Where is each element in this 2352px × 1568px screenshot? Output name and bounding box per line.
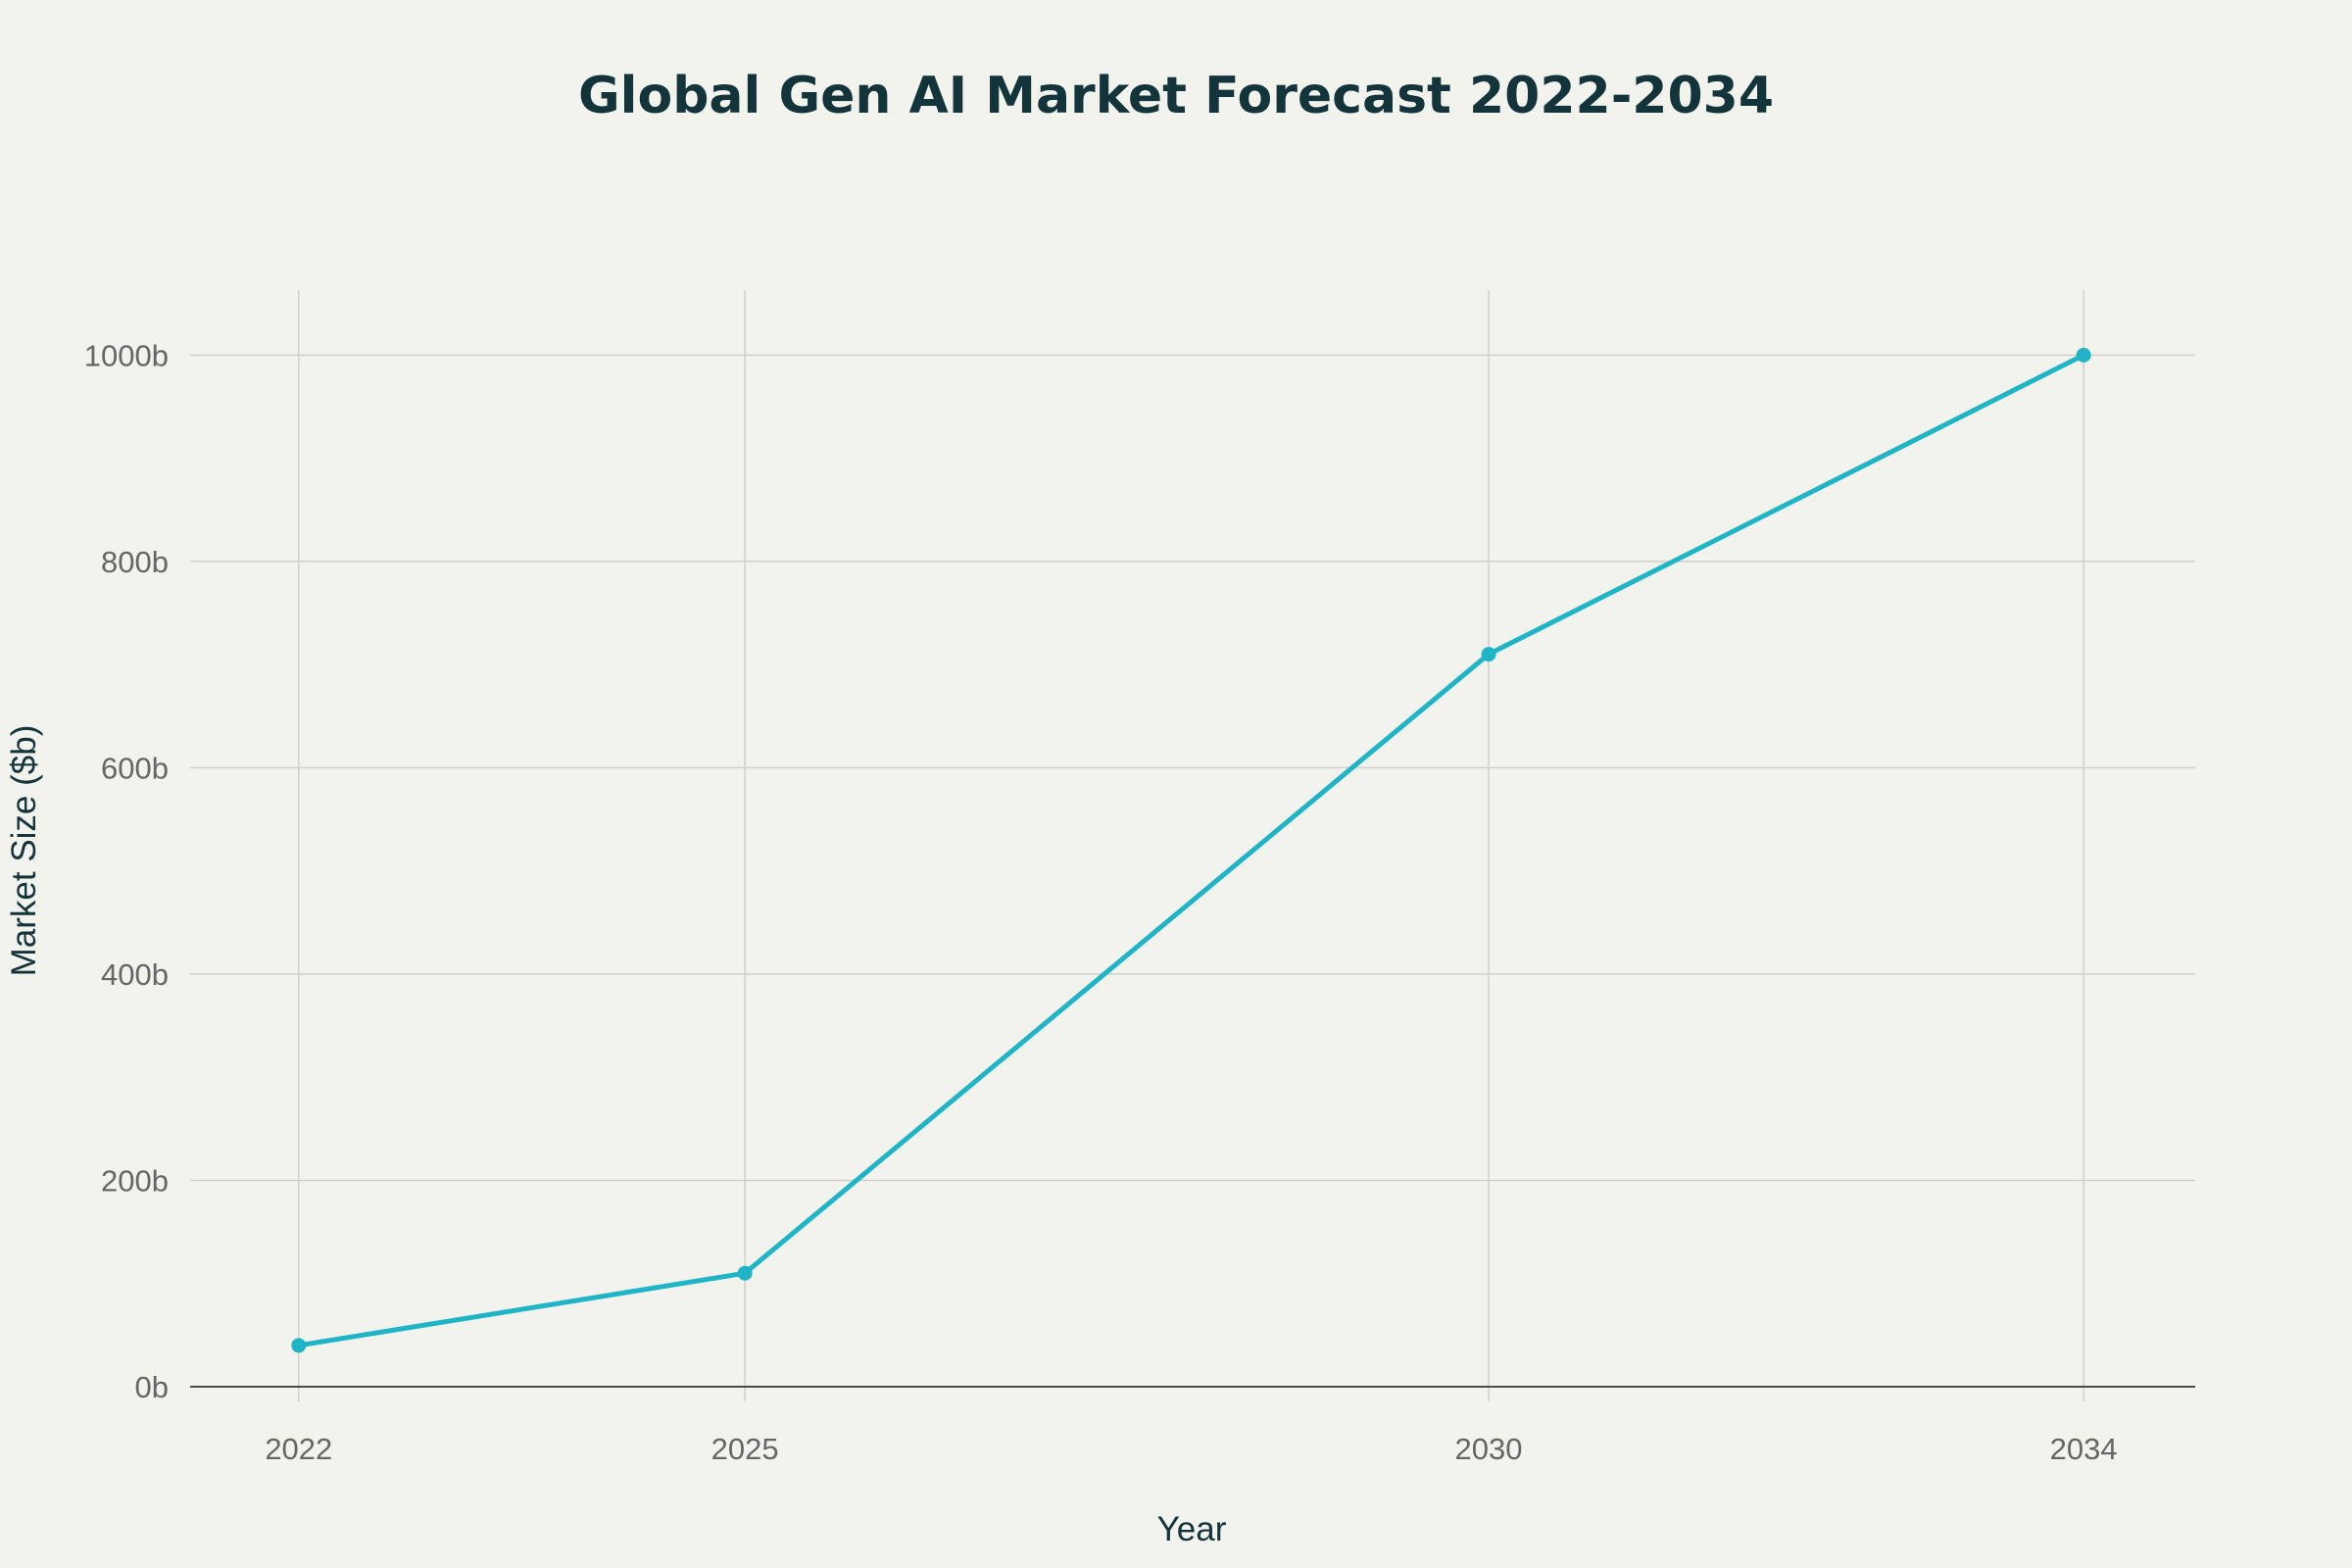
data-point[interactable] [737, 1265, 753, 1281]
data-point[interactable] [291, 1338, 307, 1353]
data-point[interactable] [2076, 347, 2091, 363]
tick-labels: 0b 200b 400b 600b 800b 1000b 2022 2025 2030 2034 [84, 338, 2118, 1466]
data-point[interactable] [1481, 647, 1496, 662]
x-tick-label: 2034 [2050, 1432, 2118, 1466]
y-tick-label: 200b [101, 1163, 169, 1198]
y-axis-title: Market Size ($b) [5, 725, 43, 977]
x-tick-label: 2030 [1455, 1432, 1523, 1466]
x-tick-label: 2022 [265, 1432, 332, 1466]
series-line [296, 352, 2086, 1348]
y-tick-label: 800b [101, 545, 169, 579]
grid [190, 290, 2195, 1401]
y-tick-label: 400b [101, 957, 169, 992]
y-tick-label: 0b [135, 1370, 169, 1404]
series-layer [291, 347, 2091, 1353]
y-tick-label: 600b [101, 751, 169, 785]
x-axis-title: Year [1157, 1510, 1227, 1548]
y-tick-label: 1000b [84, 338, 169, 372]
chart-title: Global Gen AI Market Forecast 2022-2034 [578, 67, 1774, 125]
x-tick-label: 2025 [711, 1432, 779, 1466]
